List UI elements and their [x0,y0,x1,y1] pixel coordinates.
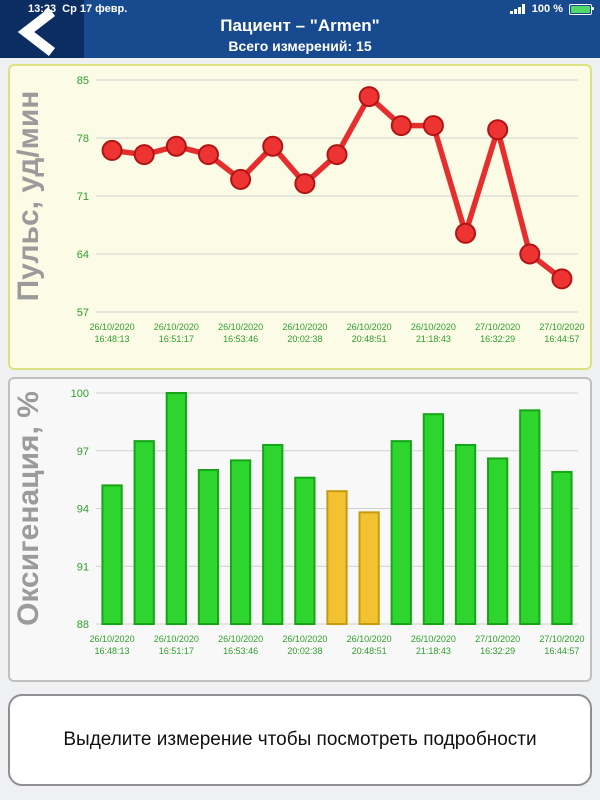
pulse-point[interactable] [390,115,412,137]
pulse-point[interactable] [358,86,380,108]
date-label: Ср 17 февр. [62,3,128,15]
x-tick-label: 26/10/2020 16:51:17 [154,322,199,344]
pulse-point[interactable] [422,115,444,137]
page-title: Пациент – "Armen" [220,16,380,35]
x-tick-label: 27/10/2020 16:32:29 [475,634,520,656]
pulse-point[interactable] [487,119,509,141]
pulse-point[interactable] [455,222,477,244]
x-tick-label: 26/10/2020 16:51:17 [154,634,199,656]
back-button[interactable] [0,0,84,58]
signal-icon [509,4,525,14]
pulse-chart-panel: 57 64 71 78 85 26/10/2020 16:48:13 26/10/2020 16… [8,64,592,370]
y-tick-label: 57 [77,307,89,319]
oxygen-bar[interactable] [197,469,220,625]
status-bar: 13:23 Ср 17 февр. 100 % [0,0,600,18]
y-axis-label: Пульс, уд/мин [12,91,45,302]
oxygen-bar[interactable] [101,484,123,626]
x-tick-label: 26/10/2020 21:18:43 [411,322,456,344]
details-hint-text: Выделите измерение чтобы посмотреть подр… [63,729,537,750]
battery-percent-label: 100 % [531,3,563,15]
x-tick-label: 26/10/2020 20:48:51 [347,634,392,656]
y-tick-label: 94 [77,504,89,516]
pulse-point[interactable] [101,139,123,161]
y-tick-label: 85 [77,75,89,87]
pulse-point[interactable] [519,243,541,265]
x-tick-label: 26/10/2020 20:02:38 [282,634,327,656]
x-tick-label: 27/10/2020 16:32:29 [475,322,520,344]
y-tick-label: 91 [77,561,89,573]
oxygen-bar[interactable] [165,392,187,625]
oxygen-bar[interactable] [358,511,380,626]
pulse-point[interactable] [197,144,219,166]
oxygen-chart: 88 91 94 97 100 26/10/2020 16:48:13 26/10/2020 1… [12,388,584,656]
oxygen-bar[interactable] [229,459,252,625]
oxygen-bar[interactable] [262,443,284,625]
oxygen-bar[interactable] [422,413,445,625]
y-tick-label: 78 [77,133,89,145]
pulse-point[interactable] [326,144,348,166]
pulse-point[interactable] [133,144,155,166]
x-tick-label: 26/10/2020 21:18:43 [411,634,456,656]
pulse-point[interactable] [230,168,252,190]
x-tick-label: 26/10/2020 16:53:46 [218,634,263,656]
oxygen-bar[interactable] [487,457,509,625]
x-tick-label: 26/10/2020 16:48:13 [90,322,135,344]
y-axis-label: Оксигенация, % [12,391,45,626]
oxygen-bar[interactable] [133,440,155,625]
y-tick-label: 97 [77,446,89,458]
oxygen-bar[interactable] [519,409,541,626]
y-tick-label: 64 [77,249,89,261]
pulse-point[interactable] [165,135,187,157]
clock-label: 13:23 [28,3,57,15]
oxygen-chart-panel: 88 91 94 97 100 26/10/2020 16:48:13 26/10/2020 1… [8,377,592,682]
pulse-chart: 57 64 71 78 85 26/10/2020 16:48:13 26/10/2020 16… [12,75,584,344]
x-tick-label: 26/10/2020 20:02:38 [282,322,327,344]
x-tick-label: 26/10/2020 16:53:46 [218,322,263,344]
details-hint-card: Выделите измерение чтобы посмотреть подр… [8,694,592,786]
oxygen-bar[interactable] [454,443,477,625]
x-tick-label: 27/10/2020 16:44:57 [539,322,584,344]
pulse-point[interactable] [551,268,573,290]
x-tick-label: 26/10/2020 20:48:51 [347,322,392,344]
pulse-point[interactable] [294,173,316,195]
chevron-left-icon [17,8,56,56]
battery-icon [569,3,594,15]
pulse-point[interactable] [262,135,284,157]
x-tick-label: 26/10/2020 16:48:13 [90,634,135,656]
measurement-count: Всего измерений: 15 [228,38,372,54]
oxygen-bar[interactable] [390,440,412,625]
header: 13:23 Ср 17 февр. 100 % Пациент – "Armen… [0,0,600,58]
oxygen-bar[interactable] [326,490,348,625]
y-tick-label: 71 [77,191,89,203]
oxygen-bar[interactable] [294,476,316,625]
x-tick-label: 27/10/2020 16:44:57 [539,634,584,656]
y-tick-label: 88 [77,619,89,631]
y-tick-label: 100 [71,388,89,400]
oxygen-bar[interactable] [551,470,573,625]
